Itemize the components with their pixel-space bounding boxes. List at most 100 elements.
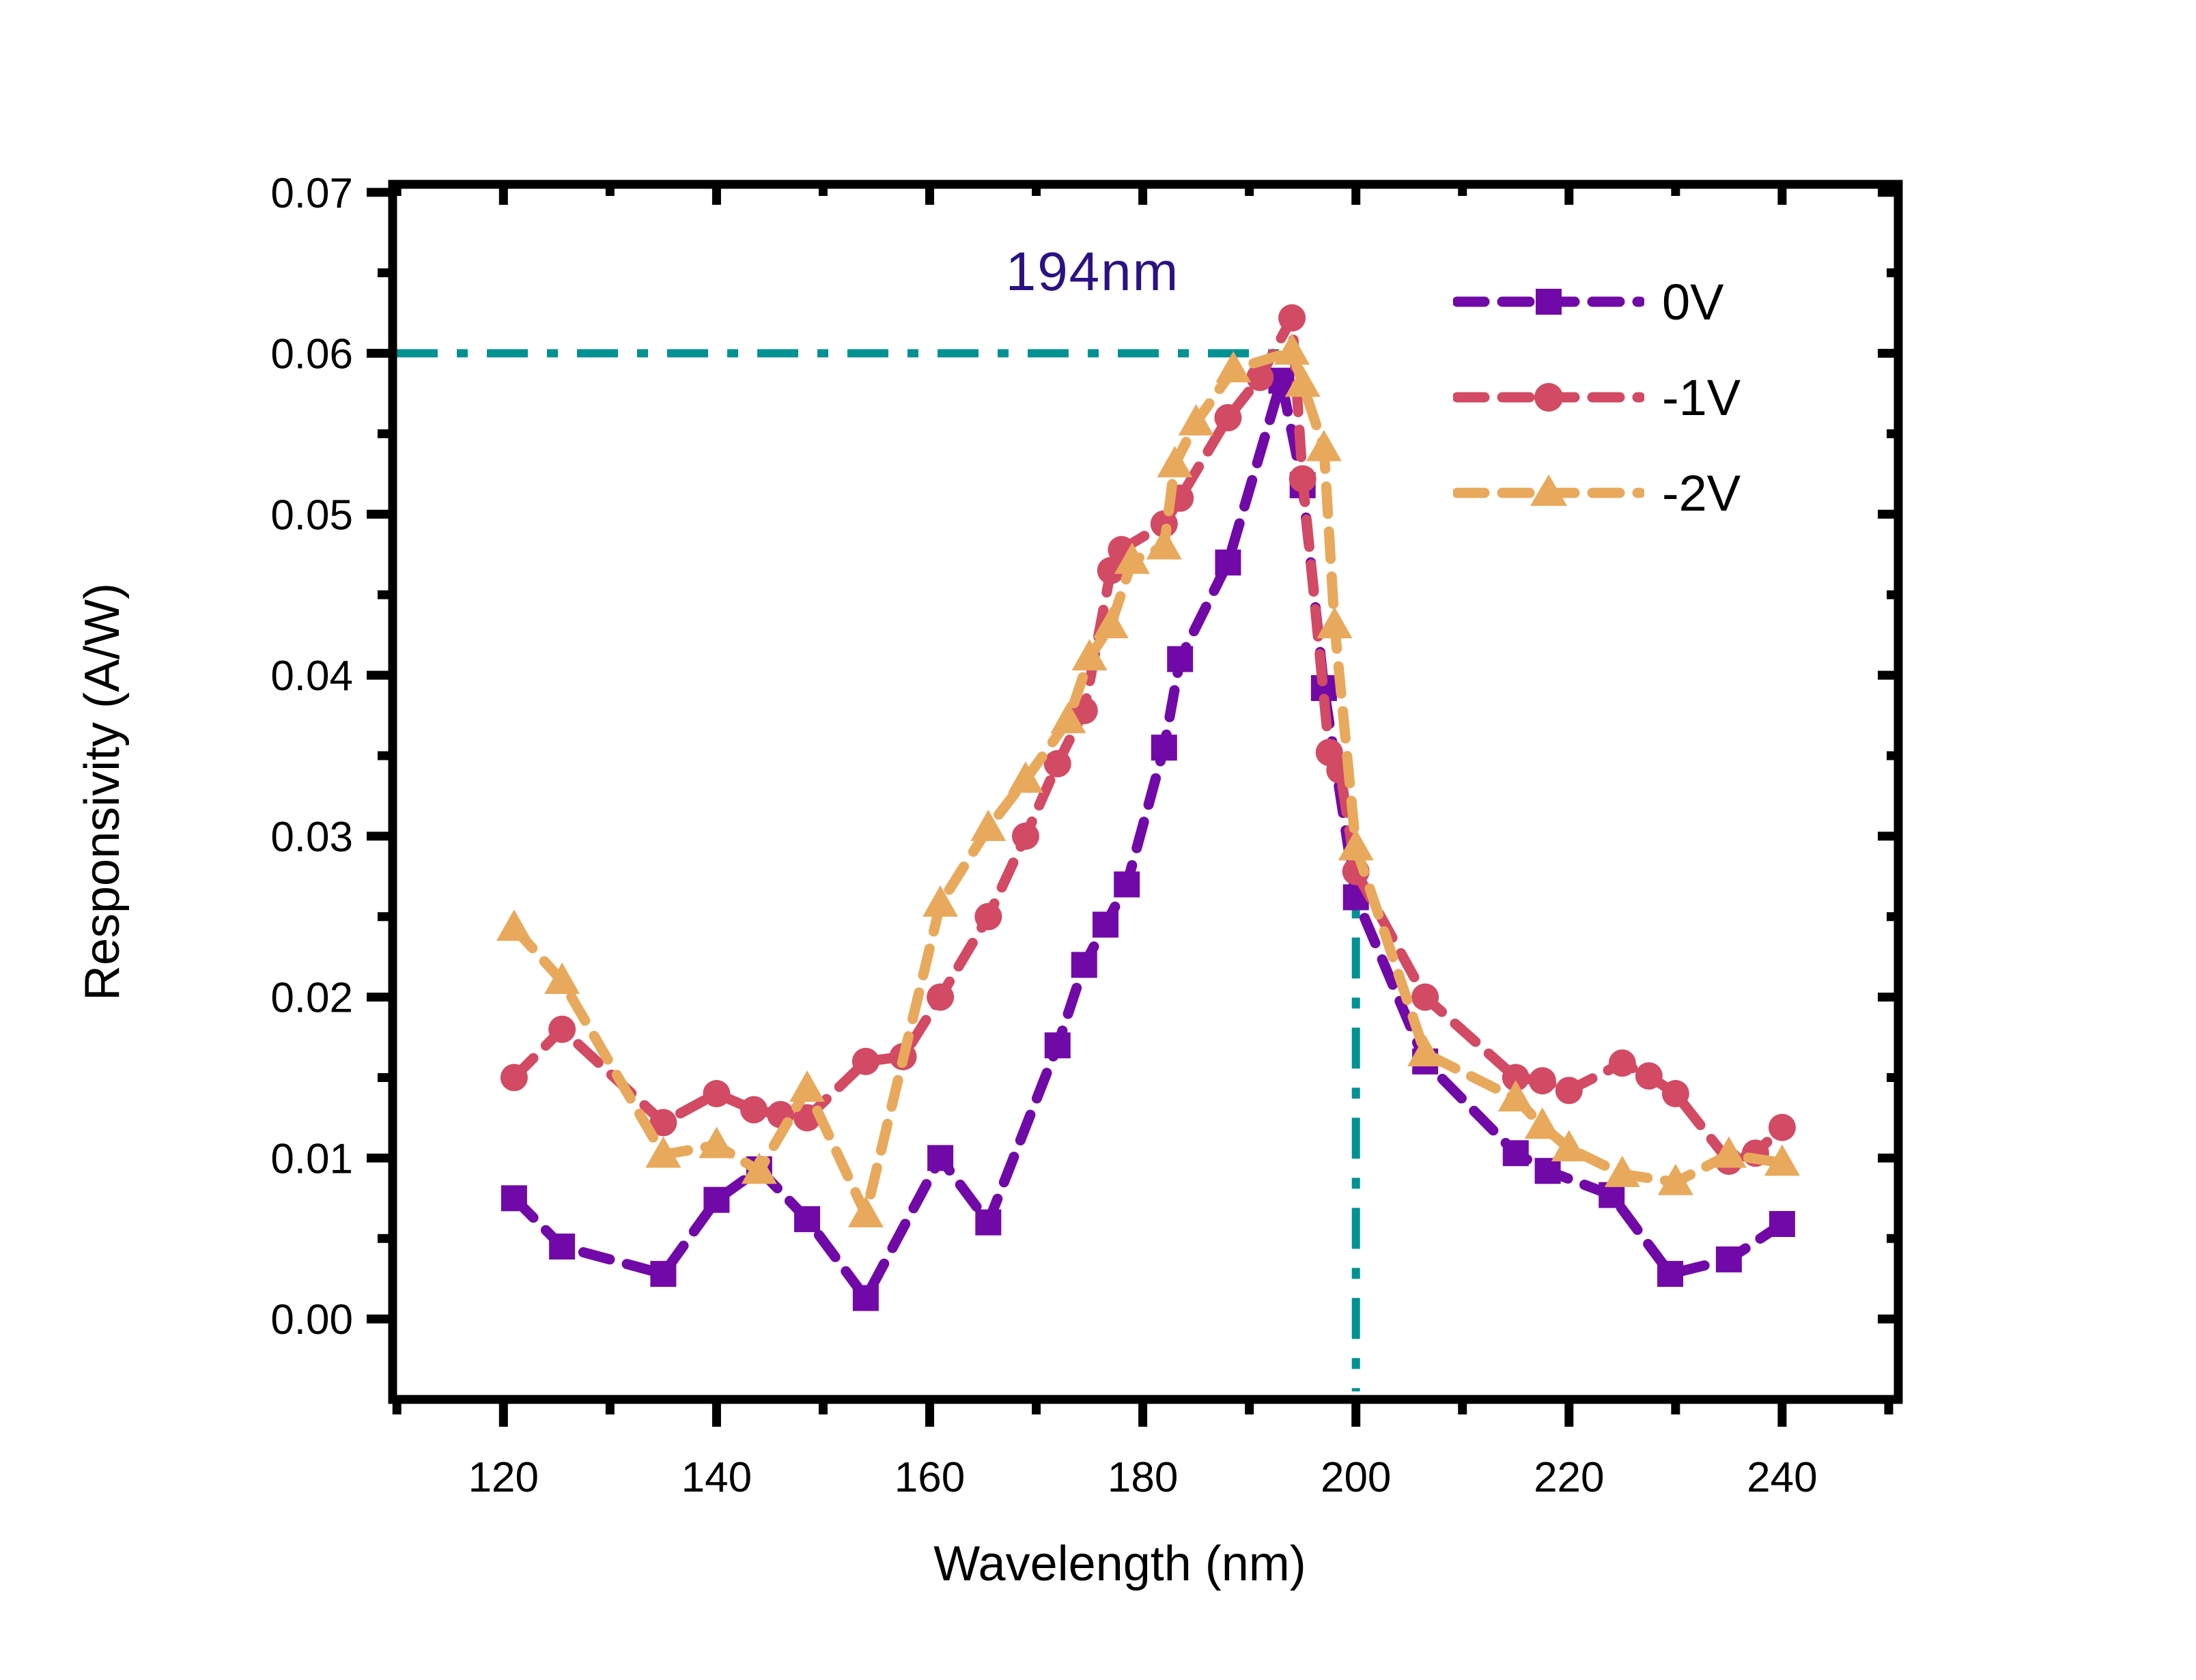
y-tick-label: 0.00: [270, 1296, 353, 1343]
data-point-circle: [703, 1080, 731, 1108]
data-point-circle: [1011, 822, 1039, 850]
data-point-triangle: [1524, 1107, 1560, 1139]
data-point-triangle: [1215, 351, 1252, 383]
data-point-square: [975, 1209, 1002, 1236]
data-point-circle: [740, 1096, 768, 1124]
x-tick-label: 140: [681, 1454, 752, 1501]
x-tick-label: 220: [1534, 1454, 1604, 1501]
data-point-triangle: [645, 1136, 681, 1168]
y-tick-label: 0.04: [270, 653, 353, 700]
y-tick-label: 0.02: [270, 975, 353, 1022]
data-point-square: [1071, 952, 1097, 978]
data-point-circle: [1555, 1077, 1583, 1105]
y-tick-label: 0.06: [270, 331, 353, 378]
data-point-square: [1114, 871, 1140, 898]
peak-annotation: 194nm: [1005, 241, 1180, 302]
data-point-triangle: [1007, 761, 1043, 793]
data-point-circle: [1097, 556, 1125, 584]
data-point-circle: [927, 983, 955, 1011]
data-point-square: [1092, 911, 1118, 938]
legend-item-minus1v: -1V: [1453, 350, 1741, 445]
legend-line-0v: [1453, 289, 1644, 315]
data-point-circle: [1528, 1067, 1556, 1095]
legend-sample-circle: [1534, 383, 1563, 412]
data-point-circle: [548, 1015, 576, 1043]
y-tick-label: 0.01: [270, 1135, 353, 1182]
data-point-triangle: [1306, 429, 1342, 461]
data-point-circle: [1635, 1062, 1663, 1090]
data-point-triangle: [923, 885, 959, 917]
data-point-square: [1044, 1032, 1071, 1059]
x-tick-label: 120: [468, 1454, 539, 1501]
y-tick-label: 0.03: [270, 814, 353, 861]
x-tick-label: 240: [1747, 1454, 1817, 1501]
data-point-circle: [1278, 304, 1306, 332]
data-point-triangle: [1317, 606, 1353, 638]
data-point-square: [794, 1206, 821, 1232]
legend-label: -1V: [1662, 369, 1741, 426]
data-point-triangle: [847, 1195, 884, 1227]
data-point-square: [1151, 735, 1177, 761]
legend-item-0v: 0V: [1453, 254, 1741, 350]
data-point-circle: [974, 902, 1002, 930]
data-point-circle: [1661, 1080, 1689, 1108]
legend-sample-triangle: [1530, 474, 1567, 506]
y-tick-label: 0.05: [270, 492, 353, 539]
x-tick-label: 200: [1321, 1454, 1391, 1501]
data-point-circle: [500, 1064, 528, 1092]
data-point-triangle: [496, 909, 532, 941]
data-point-triangle: [1050, 702, 1086, 734]
data-point-square: [501, 1185, 527, 1212]
data-point-triangle: [1551, 1130, 1587, 1162]
data-point-square: [1502, 1140, 1529, 1167]
data-point-triangle: [544, 963, 580, 995]
data-point-triangle: [1146, 528, 1182, 560]
data-point-triangle: [1157, 446, 1193, 478]
legend-line-minus2v: [1453, 474, 1644, 506]
data-point-triangle: [1284, 365, 1321, 397]
data-point-circle: [1289, 465, 1317, 493]
data-point-circle: [1608, 1049, 1636, 1077]
data-point-circle: [851, 1047, 879, 1075]
legend-sample-square: [1536, 289, 1562, 315]
y-tick-label: 0.07: [270, 170, 353, 217]
data-point-square: [703, 1186, 730, 1213]
legend-label: -2V: [1662, 464, 1741, 522]
data-point-circle: [1214, 403, 1242, 431]
data-point-square: [1167, 646, 1194, 672]
series--1V-line: [509, 313, 1788, 1167]
legend-item-minus2v: -2V: [1453, 445, 1741, 541]
data-point-triangle: [1114, 542, 1150, 574]
data-point-triangle: [1764, 1144, 1800, 1176]
data-point-triangle: [1274, 333, 1310, 365]
x-tick-label: 160: [895, 1454, 965, 1501]
x-tick-label: 180: [1108, 1454, 1178, 1501]
legend-label: 0V: [1662, 273, 1724, 330]
data-point-square: [1769, 1211, 1795, 1238]
data-point-square: [549, 1234, 576, 1260]
data-point-circle: [1043, 750, 1071, 778]
data-point-triangle: [1071, 639, 1108, 671]
data-point-triangle: [1178, 403, 1214, 436]
data-point-triangle: [1604, 1155, 1640, 1187]
data-point-triangle: [1338, 829, 1374, 861]
data-point-triangle: [1093, 606, 1129, 638]
data-point-triangle: [1711, 1136, 1747, 1168]
data-point-circle: [1411, 983, 1439, 1011]
data-point-square: [927, 1145, 954, 1171]
legend: 0V -1V -2V: [1453, 254, 1741, 541]
data-point-square: [1215, 550, 1241, 576]
data-point-square: [1715, 1246, 1742, 1272]
data-point-circle: [1246, 363, 1274, 391]
y-axis-title: Responsivity (A/W): [75, 582, 130, 1001]
data-point-triangle: [1407, 1035, 1444, 1067]
x-axis-title: Wavelength (nm): [933, 1537, 1306, 1591]
data-point-triangle: [1657, 1163, 1693, 1195]
data-point-square: [852, 1285, 879, 1311]
data-point-circle: [1768, 1113, 1796, 1141]
data-point-square: [650, 1261, 677, 1287]
legend-line-minus1v: [1453, 383, 1644, 412]
data-point-circle: [649, 1109, 677, 1137]
